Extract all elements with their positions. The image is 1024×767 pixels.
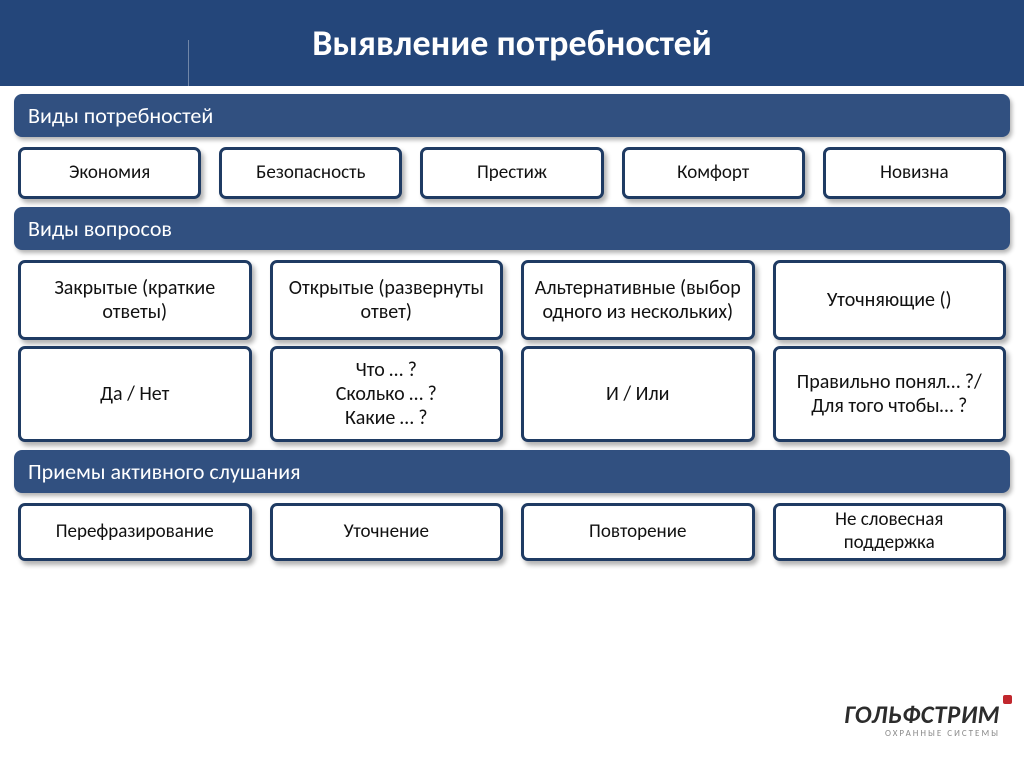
question-example: Что … ? Сколько … ? Какие … ? xyxy=(270,346,504,442)
question-example: Правильно понял… ?/ Для того чтобы… ? xyxy=(773,346,1007,442)
listening-card: Перефразирование xyxy=(18,503,252,561)
need-card: Безопасность xyxy=(219,147,402,199)
need-card: Новизна xyxy=(823,147,1006,199)
listening-row: Перефразирование Уточнение Повторение Не… xyxy=(14,503,1010,561)
section-needs: Виды потребностей Экономия Безопасность … xyxy=(14,94,1010,199)
question-type: Открытые (развернуты ответ) xyxy=(270,260,504,340)
section-questions: Виды вопросов Закрытые (краткие ответы) … xyxy=(14,207,1010,442)
need-card: Экономия xyxy=(18,147,201,199)
section-listening-header: Приемы активного слушания xyxy=(14,450,1010,493)
header-band: Выявление потребностей xyxy=(0,0,1024,86)
footer-logo: ГОЛЬФСТРИМ ОХРАННЫЕ СИСТЕМЫ xyxy=(844,699,1000,739)
section-questions-header: Виды вопросов xyxy=(14,207,1010,250)
brand-name: ГОЛЬФСТРИМ xyxy=(844,699,1000,730)
listening-card: Не словесная поддержка xyxy=(773,503,1007,561)
question-col: Открытые (развернуты ответ) Что … ? Скол… xyxy=(270,260,504,442)
questions-row: Закрытые (краткие ответы) Да / Нет Откры… xyxy=(14,260,1010,442)
question-example: Да / Нет xyxy=(18,346,252,442)
question-col: Альтернативные (выбор одного из нескольк… xyxy=(521,260,755,442)
question-type: Альтернативные (выбор одного из нескольк… xyxy=(521,260,755,340)
slide-title: Выявление потребностей xyxy=(0,0,1024,86)
need-card: Престиж xyxy=(420,147,603,199)
question-example: И / Или xyxy=(521,346,755,442)
question-col: Уточняющие () Правильно понял… ?/ Для то… xyxy=(773,260,1007,442)
question-type: Закрытые (краткие ответы) xyxy=(18,260,252,340)
need-card: Комфорт xyxy=(622,147,805,199)
needs-row: Экономия Безопасность Престиж Комфорт Но… xyxy=(14,147,1010,199)
section-listening: Приемы активного слушания Перефразирован… xyxy=(14,450,1010,561)
listening-card: Уточнение xyxy=(270,503,504,561)
section-needs-header: Виды потребностей xyxy=(14,94,1010,137)
question-type: Уточняющие () xyxy=(773,260,1007,340)
question-col: Закрытые (краткие ответы) Да / Нет xyxy=(18,260,252,442)
listening-card: Повторение xyxy=(521,503,755,561)
